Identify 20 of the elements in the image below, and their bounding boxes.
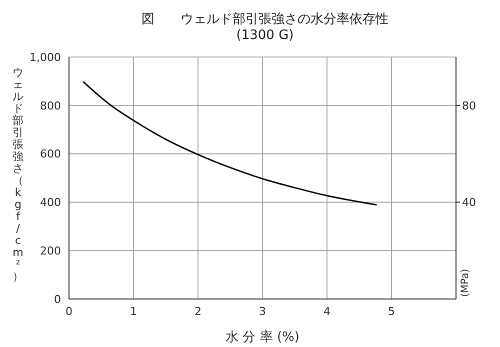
x-axis-title: 水 分 率 (%) (226, 329, 300, 345)
x-tick-label: 1 (130, 304, 137, 318)
y-tick-label: 800 (40, 99, 61, 112)
y-tick-label: 400 (40, 196, 61, 210)
x-tick-label: 4 (324, 304, 330, 318)
y-tick-label: 200 (40, 244, 61, 258)
text: ウェルド部引張強さ（kgf/cm²） (12, 66, 24, 283)
x-tick-label: 5 (388, 304, 395, 318)
y-tick-label: 0 (54, 292, 61, 306)
line-series (82, 80, 378, 206)
y2-axis-title: (MPa) (460, 268, 471, 297)
y2-tick-label: 40 (462, 196, 476, 210)
chart-title: 図 ウェルド部引張強さの水分率依存性 (140, 12, 390, 28)
chart-subtitle: (1300 G) (235, 28, 295, 44)
x-tick-label: 0 (66, 304, 72, 318)
y-tick-label: 1,000 (30, 50, 61, 64)
y-tick-label: 600 (40, 148, 61, 161)
x-tick-label: 2 (194, 304, 202, 318)
x-tick-label: 3 (259, 304, 266, 318)
y2-tick-label: 80 (462, 99, 476, 112)
